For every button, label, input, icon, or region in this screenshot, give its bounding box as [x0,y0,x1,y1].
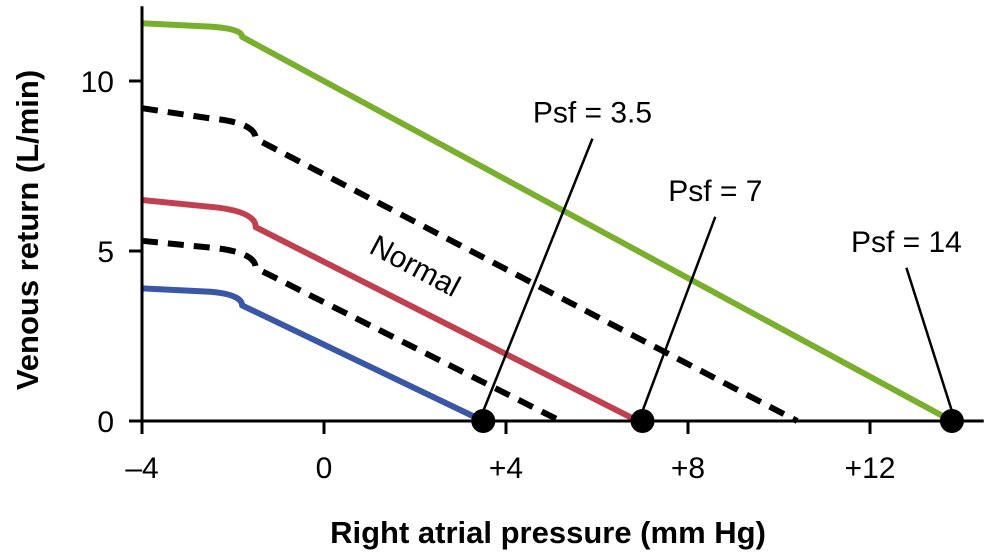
y-tick-label: 10 [81,66,114,99]
axes-layer [140,6,984,434]
endpoint-dot [630,409,655,433]
series-line-2 [141,105,799,424]
leader-line [482,138,594,412]
series-line-5 [141,285,485,424]
series-layer [141,20,954,424]
series-line-1 [141,20,954,424]
psf-label: Psf = 3.5 [533,97,652,130]
x-tick-label: –4 [125,452,158,485]
leader-line [641,216,717,412]
y-axis-title: Venous return (L/min) [10,70,45,390]
series-line-3 [141,197,640,424]
leader-line [905,267,954,412]
x-tick-label: 0 [316,452,333,485]
psf-label: Psf = 7 [668,175,762,208]
endpoint-dot [471,409,496,433]
x-tick-label: +4 [489,452,523,485]
ticks-layer: –4 0 +4 +8 +12 0 5 10 [81,66,896,485]
x-tick-label: +8 [671,452,705,485]
y-tick-label: 0 [97,406,114,439]
endpoint-layer [471,409,964,433]
x-tick-label: +12 [845,452,896,485]
y-tick-label: 5 [97,236,114,269]
endpoint-dot [939,409,964,433]
psf-label: Psf = 14 [851,226,962,259]
x-axis-title: Right atrial pressure (mm Hg) [330,515,766,550]
